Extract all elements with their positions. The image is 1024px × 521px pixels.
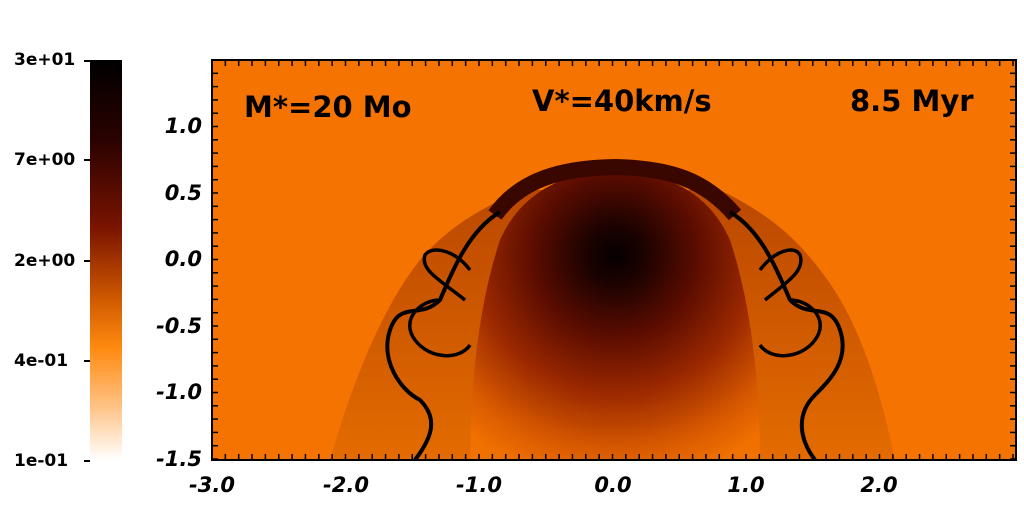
colorbar-label-min: 1e-01 (14, 451, 69, 471)
colorbar (90, 60, 122, 460)
colorbar-label-2: 7e+00 (14, 150, 76, 170)
colorbar-label-4: 4e-01 (14, 351, 69, 371)
left-vortex (408, 248, 472, 358)
y-tick-label: 1.0 (164, 114, 202, 138)
x-tick-label: -3.0 (189, 473, 235, 497)
x-tick-label: 1.0 (727, 473, 765, 497)
left-filaments (385, 210, 502, 460)
x-tick-label: 2.0 (860, 473, 898, 497)
mass-annotation: M*=20 Mo (244, 90, 412, 124)
colorbar-label-3: 2e+00 (14, 251, 76, 271)
y-tick-label: -1.5 (156, 447, 202, 471)
colorbar-label-max: 3e+01 (14, 50, 76, 70)
x-tick-label: -2.0 (323, 473, 369, 497)
velocity-annotation: V*=40km/s (532, 84, 712, 118)
bow-shell (488, 158, 742, 221)
y-tick-label: -0.5 (156, 314, 202, 338)
x-tick-label: 0.0 (594, 473, 632, 497)
time-annotation: 8.5 Myr (850, 84, 974, 118)
bubble-cavity (470, 170, 760, 460)
minor-ticks (211, 59, 1016, 460)
right-filaments (728, 210, 845, 460)
y-tick-label: 0.5 (164, 181, 202, 205)
x-tick-label: -1.0 (456, 473, 502, 497)
y-tick-label: 0.0 (164, 247, 202, 271)
colorbar-ticks (84, 60, 90, 462)
right-vortex (758, 248, 822, 358)
y-tick-label: -1.0 (156, 380, 202, 404)
